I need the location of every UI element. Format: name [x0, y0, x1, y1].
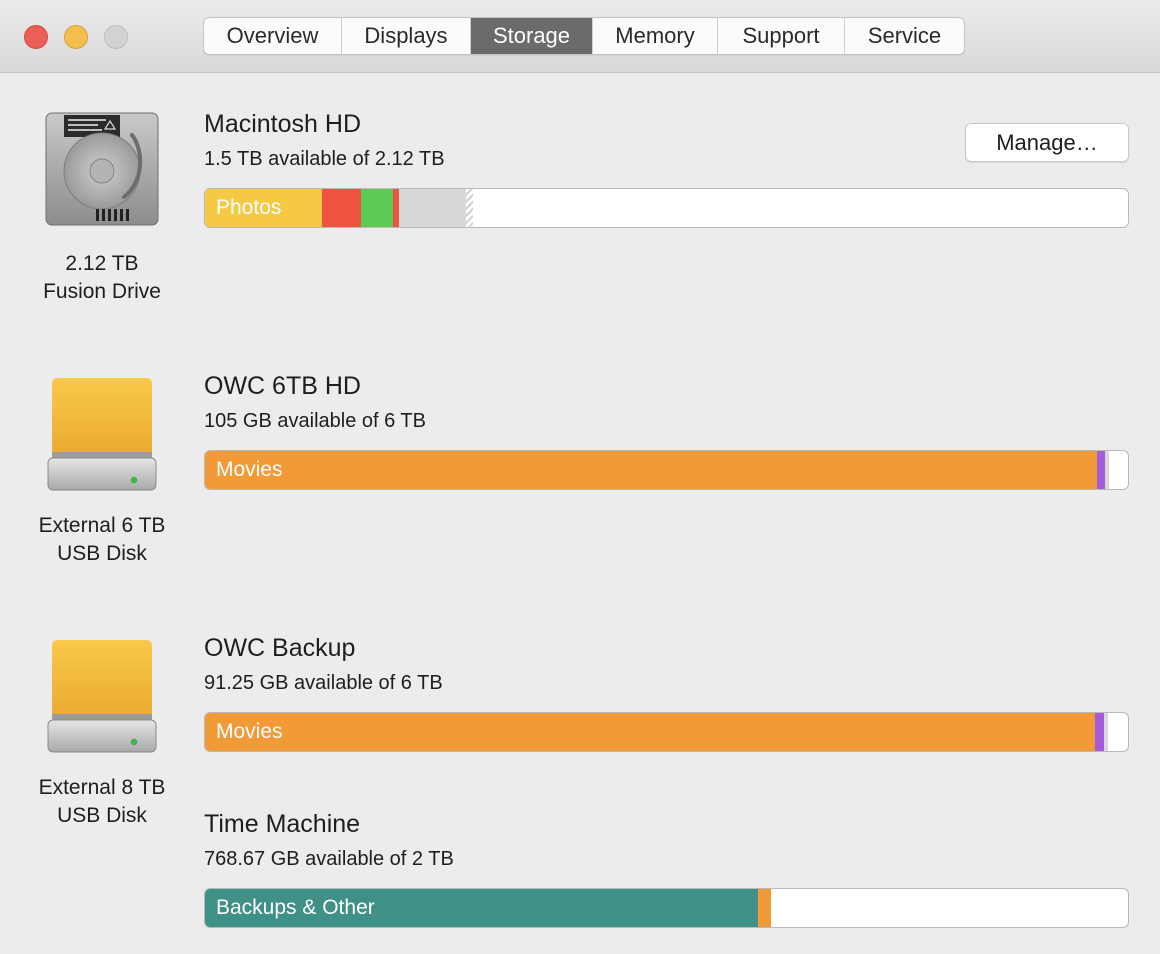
storage-bar: Movies: [204, 450, 1129, 490]
tab-bar: Overview Displays Storage Memory Support…: [203, 17, 965, 55]
storage-bar: Movies: [204, 712, 1129, 752]
storage-segment[interactable]: [1096, 451, 1105, 489]
disk-type: Fusion Drive: [43, 280, 161, 303]
tab-support[interactable]: Support: [718, 18, 845, 54]
disk-caption-external-6tb: External 6 TB USB Disk: [2, 512, 202, 568]
external-drive-icon: [47, 640, 157, 753]
tab-storage[interactable]: Storage: [471, 18, 593, 54]
zoom-button[interactable]: [104, 25, 128, 49]
storage-segment[interactable]: Backups & Other: [205, 889, 758, 927]
storage-segment[interactable]: [393, 189, 399, 227]
tab-memory[interactable]: Memory: [593, 18, 718, 54]
title-bar: Overview Displays Storage Memory Support…: [0, 0, 1160, 73]
storage-segment[interactable]: Movies: [205, 451, 1097, 489]
minimize-button[interactable]: [64, 25, 88, 49]
storage-segment-label: Photos: [216, 196, 282, 219]
manage-button[interactable]: Manage…: [965, 123, 1129, 162]
disk-capacity: External 8 TB: [38, 776, 166, 799]
storage-segment[interactable]: [322, 189, 361, 227]
storage-segment[interactable]: Movies: [205, 713, 1095, 751]
storage-bar: Photos: [204, 188, 1129, 228]
storage-segment-label: Movies: [216, 458, 283, 481]
storage-segment[interactable]: [360, 189, 394, 227]
disk-capacity: External 6 TB: [38, 514, 166, 537]
volume-name: OWC 6TB HD: [204, 372, 361, 400]
volume-available: 105 GB available of 6 TB: [204, 410, 426, 432]
disk-caption-external-8tb: External 8 TB USB Disk: [2, 774, 202, 830]
storage-segment[interactable]: [466, 189, 473, 227]
external-drive-icon: [47, 378, 157, 491]
disk-caption-fusion: 2.12 TB Fusion Drive: [2, 250, 202, 306]
storage-segment[interactable]: [1104, 451, 1109, 489]
volume-available: 1.5 TB available of 2.12 TB: [204, 148, 445, 170]
storage-segment[interactable]: [398, 189, 467, 227]
storage-bar: Backups & Other: [204, 888, 1129, 928]
storage-segment-label: Movies: [216, 720, 283, 743]
hard-drive-icon: [45, 112, 159, 226]
volume-name: OWC Backup: [204, 634, 356, 662]
disk-type: USB Disk: [57, 542, 147, 565]
volume-name: Time Machine: [204, 810, 361, 838]
tab-overview[interactable]: Overview: [204, 18, 342, 54]
volume-available: 768.67 GB available of 2 TB: [204, 848, 454, 870]
volume-available: 91.25 GB available of 6 TB: [204, 672, 443, 694]
volume-name: Macintosh HD: [204, 110, 361, 138]
tab-service[interactable]: Service: [867, 23, 942, 48]
close-button[interactable]: [24, 25, 48, 49]
disk-type: USB Disk: [57, 804, 147, 827]
tab-displays[interactable]: Displays: [342, 18, 471, 54]
storage-segment-label: Backups & Other: [216, 896, 375, 919]
storage-segment[interactable]: [757, 889, 771, 927]
storage-segment[interactable]: Photos: [205, 189, 323, 227]
disk-capacity: 2.12 TB: [65, 252, 139, 275]
storage-segment[interactable]: [1103, 713, 1108, 751]
storage-segment[interactable]: [1094, 713, 1104, 751]
